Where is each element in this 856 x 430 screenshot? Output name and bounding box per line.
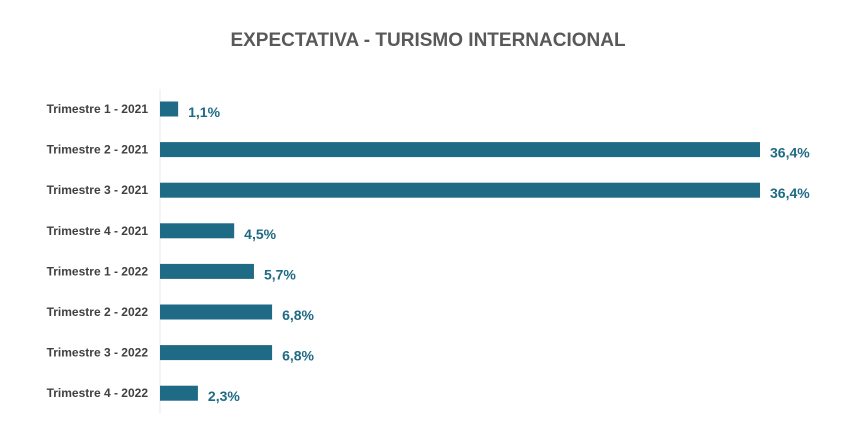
category-label: Trimestre 3 - 2022 bbox=[47, 346, 149, 360]
data-label: 6,8% bbox=[282, 307, 314, 323]
data-label: 36,4% bbox=[770, 185, 810, 201]
category-label: Trimestre 2 - 2021 bbox=[47, 143, 149, 157]
data-label: 1,1% bbox=[188, 104, 220, 120]
data-label: 36,4% bbox=[770, 145, 810, 161]
bar bbox=[160, 142, 760, 158]
data-label: 2,3% bbox=[208, 388, 240, 404]
bar bbox=[160, 182, 760, 198]
bar bbox=[160, 263, 254, 279]
bar bbox=[160, 385, 198, 401]
bar bbox=[160, 345, 273, 361]
chart-title: EXPECTATIVA - TURISMO INTERNACIONAL bbox=[230, 30, 626, 51]
category-label: Trimestre 3 - 2021 bbox=[47, 183, 149, 197]
data-label: 4,5% bbox=[244, 226, 276, 242]
category-label: Trimestre 1 - 2021 bbox=[47, 102, 149, 116]
category-label: Trimestre 4 - 2022 bbox=[47, 386, 149, 400]
category-label: Trimestre 4 - 2021 bbox=[47, 224, 149, 238]
data-label: 6,8% bbox=[282, 348, 314, 364]
bar bbox=[160, 101, 179, 117]
bar bbox=[160, 304, 273, 320]
category-label: Trimestre 2 - 2022 bbox=[47, 305, 149, 319]
bar bbox=[160, 223, 235, 239]
category-label: Trimestre 1 - 2022 bbox=[47, 264, 149, 278]
data-label: 5,7% bbox=[264, 266, 296, 282]
